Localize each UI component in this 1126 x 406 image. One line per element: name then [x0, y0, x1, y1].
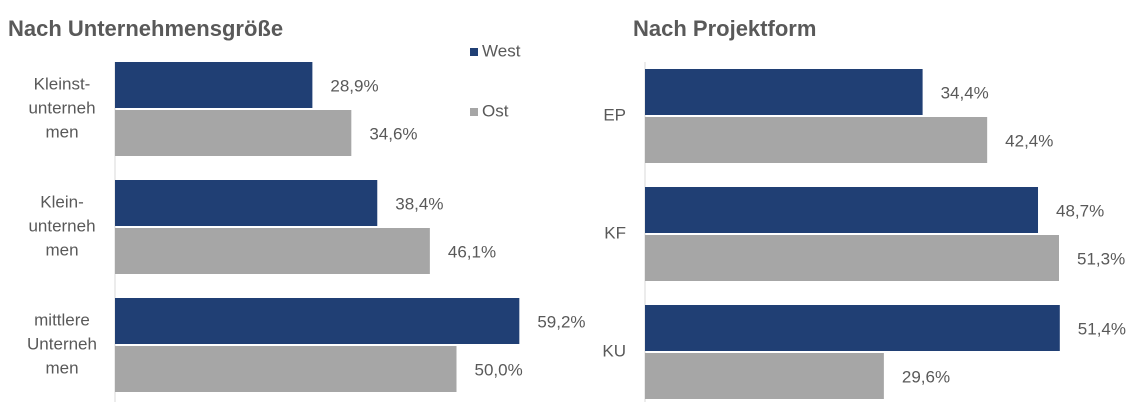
y-tick-label: men: [45, 240, 78, 259]
bar: [645, 187, 1039, 233]
legend-label: West: [482, 41, 521, 60]
y-tick-label: unterneh: [28, 216, 95, 235]
bar: [115, 298, 520, 344]
data-label: 29,6%: [902, 367, 950, 386]
chart-title: Nach Projektform: [633, 16, 816, 41]
data-label: 34,6%: [369, 124, 417, 143]
bar: [115, 228, 430, 274]
bar: [645, 69, 923, 115]
data-label: 59,2%: [537, 312, 585, 331]
bar: [115, 180, 378, 226]
data-label: 51,3%: [1077, 249, 1125, 268]
y-tick-label: men: [45, 358, 78, 377]
y-tick-label: EP: [603, 105, 626, 124]
data-label: 34,4%: [941, 83, 989, 102]
data-label: 38,4%: [395, 194, 443, 213]
y-tick-label: Unterneh: [27, 334, 97, 353]
data-label: 42,4%: [1005, 131, 1053, 150]
chart-title: Nach Unternehmensgröße: [8, 16, 283, 41]
bar: [115, 346, 457, 392]
bar: [115, 62, 313, 108]
y-tick-label: Kleinst-: [34, 74, 91, 93]
data-label: 48,7%: [1056, 201, 1104, 220]
y-tick-label: Klein-: [40, 192, 83, 211]
data-label: 50,0%: [475, 360, 523, 379]
y-tick-label: unterneh: [28, 98, 95, 117]
y-tick-label: KF: [604, 223, 626, 242]
bar: [645, 353, 884, 399]
legend-swatch: [470, 48, 478, 56]
y-tick-label: mittlere: [34, 310, 90, 329]
legend-label: Ost: [482, 101, 509, 120]
bar: [645, 305, 1060, 351]
bar: [115, 110, 352, 156]
data-label: 28,9%: [330, 76, 378, 95]
data-label: 51,4%: [1078, 319, 1126, 338]
y-tick-label: men: [45, 122, 78, 141]
data-label: 46,1%: [448, 242, 496, 261]
bar: [645, 235, 1059, 281]
bar: [645, 117, 988, 163]
legend-swatch: [470, 108, 478, 116]
y-tick-label: KU: [602, 341, 626, 360]
